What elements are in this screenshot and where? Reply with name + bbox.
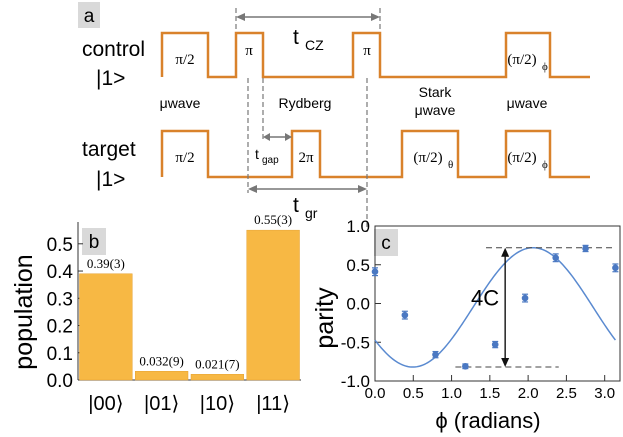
panel-c-label-box xyxy=(374,229,398,256)
parity-chart: 0.0 0.5 1.0 1.5 2.0 2.5 3.0 -1.0 -0.5 0.0 0.5 1.0 4C xyxy=(341,217,621,402)
phi-axis-label: ϕ (radians) xyxy=(435,408,540,433)
panel-b-label-box xyxy=(82,228,106,255)
tcz-label: t xyxy=(293,26,299,49)
parity-y-tick-label: 1.0 xyxy=(346,217,370,236)
tgap-subscript: gap xyxy=(262,155,279,166)
tgr-arrow-head-left xyxy=(248,185,257,193)
parity-x-tick-label: 1.5 xyxy=(479,385,500,402)
control-pulse-3-label: π xyxy=(363,43,371,59)
parity-point xyxy=(432,351,439,358)
control-pulse-1-label: π/2 xyxy=(175,52,194,68)
bar xyxy=(135,371,189,381)
bar-chart: 0.0 0.1 0.2 0.3 0.4 0.5 |00⟩ 0.39(3) |01⟩ 0.032(9… xyxy=(47,212,301,415)
target-pulse-trace xyxy=(160,129,590,179)
parity-x-tick-label: 0.0 xyxy=(365,385,386,402)
bar-category-label: |11⟩ xyxy=(256,393,290,415)
panel-a-label-box xyxy=(78,2,100,28)
target-pulse-1-label: π/2 xyxy=(175,150,194,166)
target-state-label: |1> xyxy=(96,168,125,191)
parity-x-tick-label: 0.5 xyxy=(403,385,424,402)
control-pulse-trace xyxy=(160,31,590,79)
mwave-label-2: μwave xyxy=(507,95,548,111)
bar-category-label: |00⟩ xyxy=(88,393,123,415)
bar-y-tick-label: 0.1 xyxy=(47,344,73,365)
panel-b: b population 0.0 0.1 0.2 0.3 0.4 0.5 |00⟩ 0.39(… xyxy=(10,212,301,415)
parity-x-tick-label: 1.0 xyxy=(441,385,462,402)
bar xyxy=(246,229,300,381)
panel-c-label: c xyxy=(381,233,391,254)
target-pulse-3-subscript: θ xyxy=(448,159,453,171)
parity-x-tick-label: 2.0 xyxy=(518,385,539,402)
tgap-label: t xyxy=(255,146,259,162)
mwave-label-1: μwave xyxy=(160,95,201,111)
bar xyxy=(190,374,244,381)
contrast-arrow-head-top xyxy=(501,247,510,257)
parity-y-tick-label: -0.5 xyxy=(341,333,370,352)
parity-fit-curve xyxy=(374,246,617,368)
parity-axis-label: parity xyxy=(311,287,339,349)
stark-label: Stark xyxy=(419,84,453,100)
target-pulse-2-label: 2π xyxy=(298,150,314,166)
bar-value-label: 0.39(3) xyxy=(87,256,125,271)
contrast-arrow-head-bottom xyxy=(501,358,510,368)
bar xyxy=(79,273,133,381)
panel-c: c parity ϕ (radians) 0.0 0.5 1.0 1.5 2.0 2.5 3… xyxy=(311,217,621,433)
parity-point xyxy=(491,341,499,348)
rydberg-label: Rydberg xyxy=(279,95,332,111)
bar-category-label: |01⟩ xyxy=(144,393,179,415)
tgr-subscript: gr xyxy=(305,205,318,221)
target-pulse-3-label: (π/2) xyxy=(413,150,442,166)
parity-point xyxy=(401,311,409,319)
target-label: target xyxy=(82,138,136,161)
parity-point xyxy=(521,294,529,302)
panel-b-label: b xyxy=(89,232,100,253)
control-state-label: |1> xyxy=(96,67,125,90)
bar-category-label: |10⟩ xyxy=(200,393,235,415)
stark-mwave-label: μwave xyxy=(415,102,456,118)
tgr-label: t xyxy=(293,194,299,217)
bar-value-label: 0.032(9) xyxy=(139,353,183,368)
bar-y-tick-label: 0.4 xyxy=(47,262,74,283)
panel-a-label: a xyxy=(84,6,95,27)
tcz-arrow-head-left xyxy=(236,13,245,21)
target-pulse-4-subscript: ϕ xyxy=(542,159,548,171)
tcz-arrow-head-right xyxy=(371,13,380,21)
parity-x-tick-label: 3.0 xyxy=(594,385,615,402)
target-pulse-4-label: (π/2) xyxy=(507,150,536,166)
bar-y-tick-label: 0.3 xyxy=(47,289,73,310)
parity-point xyxy=(552,254,559,262)
tgap-arrow-head-right xyxy=(285,133,292,141)
parity-point xyxy=(582,245,589,252)
bar-y-tick-label: 0.5 xyxy=(47,235,73,256)
control-label: control xyxy=(82,38,145,61)
parity-y-tick-label: 0.5 xyxy=(346,256,370,275)
parity-x-tick-label: 2.5 xyxy=(556,385,577,402)
control-pulse-2-label: π xyxy=(245,43,253,59)
control-pulse-4-subscript: ϕ xyxy=(542,61,548,73)
parity-y-tick-label: 0.0 xyxy=(346,295,370,314)
panel-a: a control |1> target |1> π/2 π π (π/2) ϕ… xyxy=(78,2,590,232)
parity-point xyxy=(612,264,619,272)
parity-y-tick-label: -1.0 xyxy=(341,372,370,391)
control-pulse-4-label: (π/2) xyxy=(507,52,536,68)
bar-y-tick-label: 0.0 xyxy=(47,371,73,392)
bar-y-tick-label: 0.2 xyxy=(47,317,73,338)
parity-point xyxy=(462,362,469,370)
population-axis-label: population xyxy=(10,254,38,369)
tgr-arrow-head-right xyxy=(358,185,367,193)
parity-point xyxy=(371,268,379,276)
bar-value-label: 0.55(3) xyxy=(254,212,292,227)
tgap-arrow-head-left xyxy=(263,133,270,141)
bar-value-label: 0.021(7) xyxy=(195,356,239,371)
tcz-subscript: CZ xyxy=(305,37,324,53)
contrast-label: 4C xyxy=(471,285,499,310)
